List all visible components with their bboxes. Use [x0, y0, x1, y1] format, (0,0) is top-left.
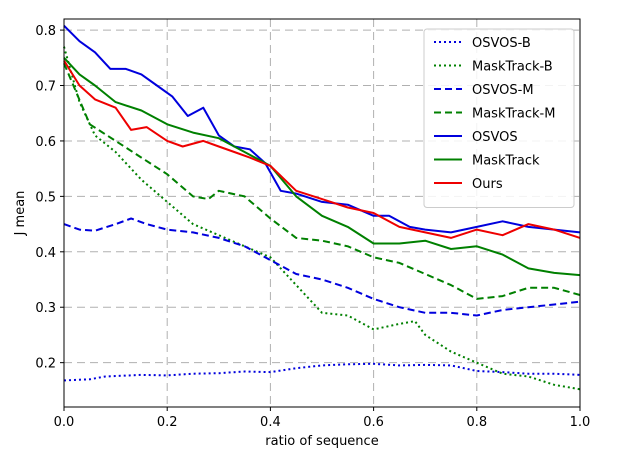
series-layer: [63, 24, 581, 391]
series-line-osvos: [63, 24, 581, 234]
legend-label: MaskTrack-B: [472, 60, 553, 75]
axis-ticks: 0.0 0.2 0.4 0.6 0.8 1.0 0.2 0.3 0.4 0.5 0.6 0.7 0.8: [35, 24, 590, 430]
x-tick-label: 0.2: [157, 415, 178, 430]
legend: OSVOS-B MaskTrack-B OSVOS-M MaskTrack-M OSVO…: [423, 28, 575, 208]
y-tick-label: 0.2: [35, 357, 56, 372]
x-tick-label: 0.0: [54, 415, 75, 430]
x-tick-label: 0.6: [363, 415, 384, 430]
y-tick-label: 0.8: [35, 24, 56, 39]
x-tick-label: 1.0: [570, 415, 591, 430]
y-tick-label: 0.6: [35, 135, 56, 150]
series-line-osvos-m: [63, 217, 581, 317]
series-line-osvos-b: [63, 362, 581, 382]
legend-label: OSVOS-B: [472, 36, 531, 51]
legend-label: MaskTrack: [472, 154, 540, 169]
series-line-masktrack-b: [63, 46, 581, 391]
legend-box: [423, 28, 575, 208]
y-tick-label: 0.7: [35, 80, 56, 95]
x-tick-label: 0.8: [466, 415, 487, 430]
plot-frame: [63, 18, 581, 408]
y-tick-label: 0.3: [35, 301, 56, 316]
legend-label: OSVOS-M: [472, 83, 534, 98]
x-tick-label: 0.4: [260, 415, 281, 430]
series-line-masktrack-m: [63, 62, 581, 300]
y-axis-label: J mean: [13, 191, 28, 237]
x-axis-label: ratio of sequence: [265, 434, 378, 449]
y-tick-label: 0.4: [35, 246, 56, 261]
legend-label: Ours: [472, 177, 503, 192]
legend-label: MaskTrack-M: [472, 107, 555, 122]
series-line-masktrack: [63, 57, 581, 277]
legend-label: OSVOS: [472, 130, 518, 145]
y-tick-label: 0.5: [35, 190, 56, 205]
series-line-ours: [63, 60, 581, 239]
